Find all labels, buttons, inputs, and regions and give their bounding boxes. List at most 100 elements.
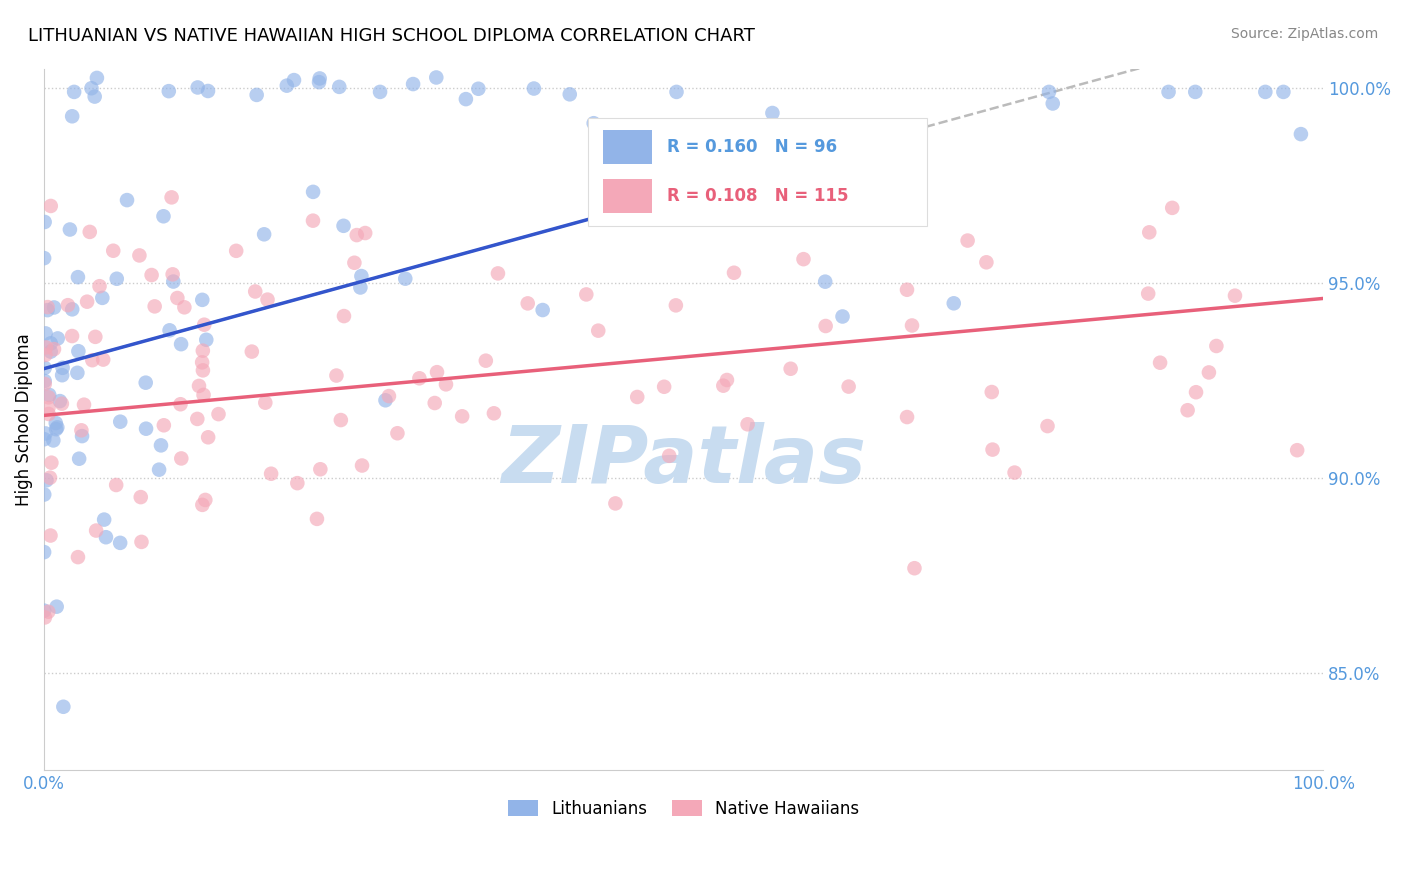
- Point: [157, 84, 180, 98]
- Point: [66, 550, 89, 565]
- Point: [896, 410, 918, 425]
- Point: [402, 77, 425, 91]
- Point: [131, 535, 153, 549]
- Point: [582, 116, 605, 130]
- Point: [197, 84, 219, 98]
- Point: [260, 467, 283, 481]
- Point: [160, 190, 183, 204]
- Point: [60, 109, 83, 123]
- Legend: Lithuanians, Native Hawaiians: Lithuanians, Native Hawaiians: [501, 794, 866, 825]
- Point: [52, 360, 75, 375]
- Point: [1042, 96, 1064, 111]
- Point: [34, 215, 56, 229]
- Point: [981, 442, 1004, 457]
- Point: [129, 490, 152, 504]
- Point: [195, 333, 218, 347]
- Point: [143, 299, 166, 313]
- Point: [162, 268, 184, 282]
- Text: R = 0.108   N = 115: R = 0.108 N = 115: [666, 187, 848, 205]
- Point: [426, 365, 449, 379]
- Point: [346, 228, 368, 243]
- Point: [779, 361, 801, 376]
- Point: [245, 285, 267, 299]
- Point: [253, 227, 276, 242]
- Point: [523, 81, 546, 95]
- Text: LITHUANIAN VS NATIVE HAWAIIAN HIGH SCHOOL DIPLOMA CORRELATION CHART: LITHUANIAN VS NATIVE HAWAIIAN HIGH SCHOO…: [28, 27, 755, 45]
- Point: [34, 376, 56, 391]
- Point: [901, 318, 924, 333]
- Point: [39, 471, 62, 485]
- Point: [1149, 356, 1171, 370]
- Point: [41, 456, 63, 470]
- Point: [240, 344, 263, 359]
- Point: [105, 478, 128, 492]
- Point: [46, 331, 69, 345]
- Text: Source: ZipAtlas.com: Source: ZipAtlas.com: [1230, 27, 1378, 41]
- Point: [46, 420, 69, 434]
- Point: [86, 70, 108, 85]
- Point: [814, 318, 837, 333]
- Point: [73, 398, 96, 412]
- Point: [718, 135, 741, 149]
- Point: [59, 222, 82, 236]
- Point: [149, 438, 172, 452]
- Point: [246, 87, 269, 102]
- Point: [1286, 443, 1309, 458]
- Point: [343, 256, 366, 270]
- Point: [37, 300, 59, 314]
- Point: [153, 418, 176, 433]
- Point: [187, 80, 209, 95]
- Point: [1177, 403, 1199, 417]
- Point: [329, 413, 352, 427]
- Point: [83, 89, 105, 103]
- Point: [956, 234, 979, 248]
- Point: [159, 323, 181, 337]
- Point: [225, 244, 247, 258]
- Point: [350, 458, 373, 473]
- Point: [665, 85, 688, 99]
- Point: [814, 275, 837, 289]
- Point: [354, 226, 377, 240]
- Point: [325, 368, 347, 383]
- Point: [63, 85, 86, 99]
- Point: [197, 430, 219, 444]
- Point: [531, 303, 554, 318]
- Point: [482, 406, 505, 420]
- Point: [349, 280, 371, 294]
- Y-axis label: High School Diploma: High School Diploma: [15, 333, 32, 506]
- Point: [34, 374, 56, 388]
- Point: [37, 605, 59, 619]
- Point: [89, 279, 111, 293]
- Point: [1223, 288, 1246, 302]
- Point: [103, 244, 125, 258]
- Point: [976, 255, 998, 269]
- Point: [454, 92, 477, 106]
- Point: [66, 270, 89, 285]
- Point: [32, 604, 55, 618]
- Point: [91, 352, 114, 367]
- Point: [186, 412, 208, 426]
- Point: [169, 397, 191, 411]
- Point: [309, 462, 332, 476]
- Point: [70, 429, 93, 443]
- Point: [672, 169, 695, 183]
- Point: [658, 449, 681, 463]
- Point: [170, 337, 193, 351]
- Point: [1137, 225, 1160, 239]
- Point: [711, 378, 734, 392]
- Point: [387, 426, 409, 441]
- Point: [328, 79, 350, 94]
- Point: [32, 487, 55, 501]
- Point: [1289, 127, 1312, 141]
- Point: [626, 390, 648, 404]
- Point: [45, 422, 67, 436]
- Point: [135, 422, 157, 436]
- Point: [110, 415, 132, 429]
- Point: [652, 380, 675, 394]
- Point: [38, 388, 60, 402]
- Point: [903, 561, 925, 575]
- Point: [308, 75, 330, 89]
- Point: [39, 336, 62, 351]
- Point: [34, 426, 56, 441]
- Point: [191, 498, 214, 512]
